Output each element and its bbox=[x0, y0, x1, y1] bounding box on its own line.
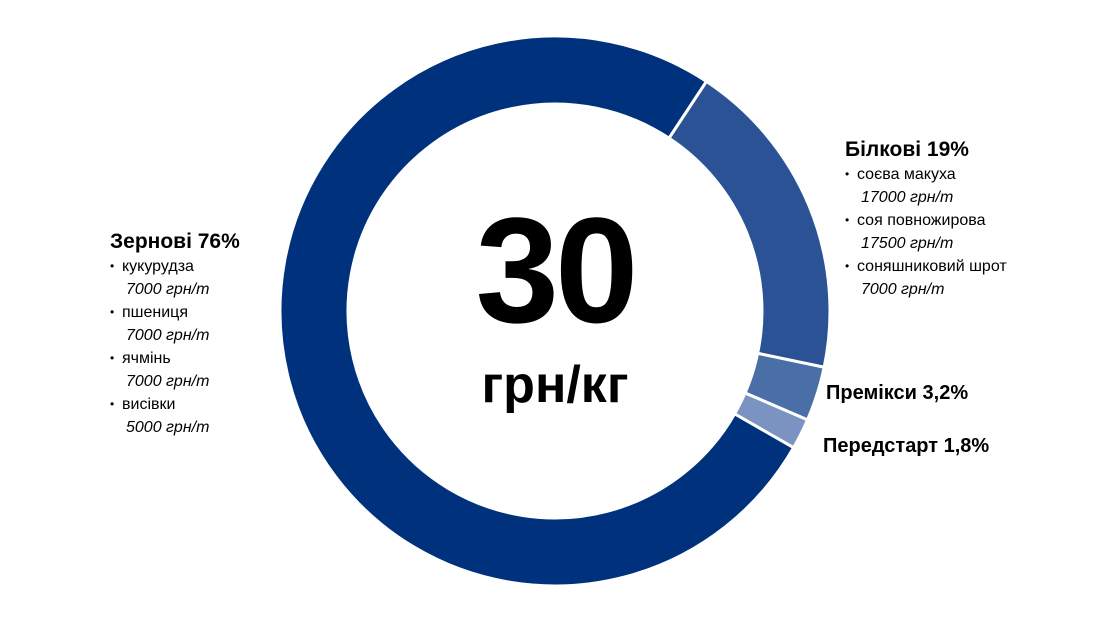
legend-title-prestart: Передстарт 1,8% bbox=[823, 435, 990, 457]
bullet-icon: • bbox=[845, 259, 850, 273]
legend-item-grain: • пшениця bbox=[110, 301, 240, 324]
legend-item-grain: • кукурудза bbox=[110, 255, 240, 278]
bullet-icon: • bbox=[845, 167, 850, 181]
item-price: 17000 грн/т bbox=[861, 189, 954, 206]
item-name: висівки bbox=[122, 396, 176, 413]
center-unit: грн/кг bbox=[481, 356, 629, 414]
legend-item-protein: • соняшниковий шрот bbox=[845, 255, 1007, 278]
item-name: соя повножирова bbox=[857, 212, 986, 229]
bullet-icon: • bbox=[110, 351, 115, 365]
item-name: соняшниковий шрот bbox=[857, 258, 1007, 275]
item-price: 5000 грн/т bbox=[126, 419, 210, 436]
bullet-icon: • bbox=[110, 397, 115, 411]
bullet-icon: • bbox=[845, 213, 850, 227]
center-value: 30 bbox=[475, 186, 639, 354]
item-price: 7000 грн/т bbox=[126, 281, 210, 298]
legend-title-grain: Зернові 76% bbox=[110, 230, 240, 253]
item-price: 7000 грн/т bbox=[126, 327, 210, 344]
item-price: 7000 грн/т bbox=[126, 373, 210, 390]
legend-grain: Зернові 76% • кукурудза 7000 грн/т • пшениця… bbox=[110, 229, 240, 439]
item-price: 7000 грн/т bbox=[861, 281, 945, 298]
item-name: пшениця bbox=[122, 304, 188, 321]
legend-protein: Білкові 19% • соєва макуха 17000 грн/т • соя… bbox=[845, 137, 1007, 301]
legend-item-grain: • ячмінь bbox=[110, 347, 240, 370]
item-name: ячмінь bbox=[122, 350, 171, 367]
legend-item-protein: • соєва макуха bbox=[845, 163, 1007, 186]
slice-Зернові bbox=[278, 34, 796, 588]
legend-title-protein: Білкові 19% bbox=[845, 138, 969, 161]
legend-item-grain: • висівки bbox=[110, 393, 240, 416]
legend-item-protein: • соя повножирова bbox=[845, 209, 1007, 232]
bullet-icon: • bbox=[110, 259, 115, 273]
item-name: соєва макуха bbox=[857, 166, 956, 183]
bullet-icon: • bbox=[110, 305, 115, 319]
item-price: 17500 грн/т bbox=[861, 235, 954, 252]
legend-title-premix: Премікси 3,2% bbox=[826, 382, 969, 404]
item-name: кукурудза bbox=[122, 258, 194, 275]
